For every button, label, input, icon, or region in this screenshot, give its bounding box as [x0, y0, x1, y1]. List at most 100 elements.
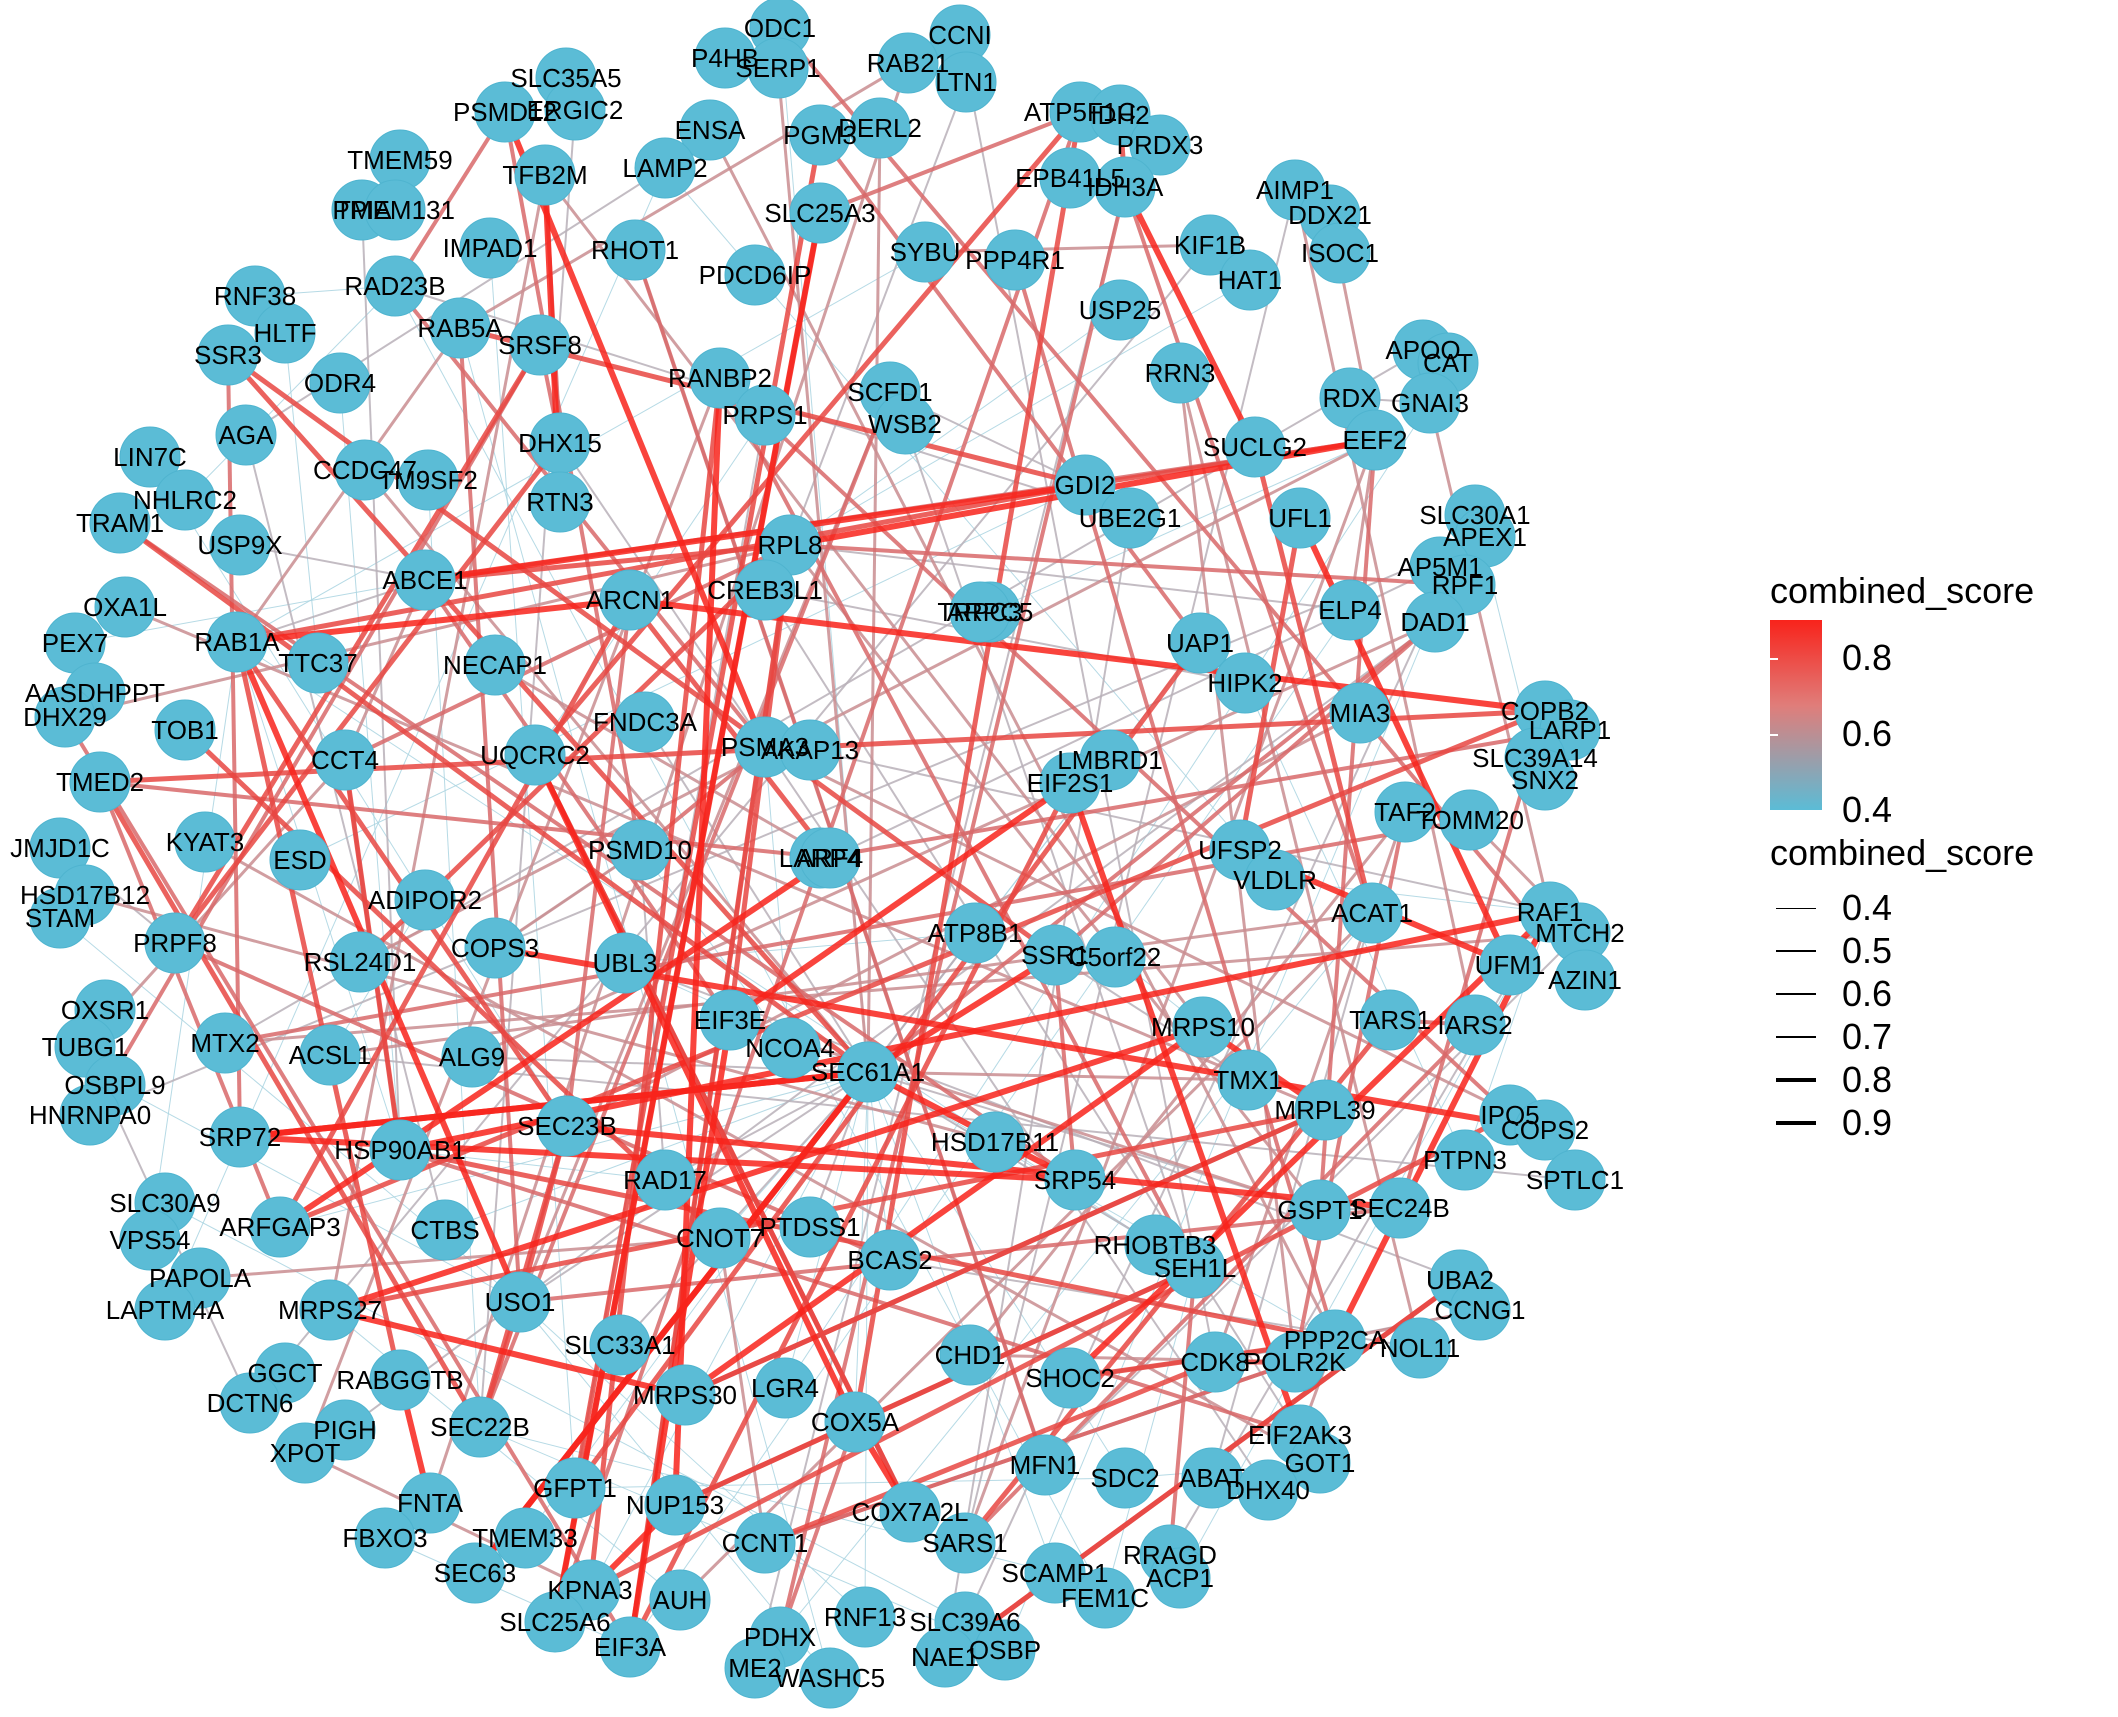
node-VLDLR: [1244, 849, 1306, 911]
node-label-WASHC5: WASHC5: [775, 1663, 885, 1693]
node-OXA1L: [94, 576, 156, 638]
node-AGA: [215, 404, 277, 466]
node-label-AUH: AUH: [653, 1585, 708, 1615]
node-label-AASDHPPT: AASDHPPT: [25, 678, 165, 708]
node-RHOT1: [604, 219, 666, 281]
node-label-RNF38: RNF38: [214, 281, 296, 311]
node-label-HLTF: HLTF: [253, 318, 316, 348]
node-TM9SF2: [397, 449, 459, 511]
node-label-RNF13: RNF13: [824, 1602, 906, 1632]
node-label-SEC24B: SEC24B: [1350, 1193, 1450, 1223]
node-label-CCNT1: CCNT1: [722, 1528, 809, 1558]
node-label-LAMP2: LAMP2: [622, 153, 707, 183]
node-label-MTX2: MTX2: [190, 1028, 259, 1058]
node-label-LIN7C: LIN7C: [113, 442, 187, 472]
node-label-SDC2: SDC2: [1090, 1463, 1159, 1493]
node-SEC22B: [449, 1396, 511, 1458]
node-ACP1: [1149, 1547, 1211, 1609]
node-TAF2: [1374, 781, 1436, 843]
color-tick-mark: [1770, 810, 1778, 812]
node-GDI2: [1054, 454, 1116, 516]
edge-FBXO3-EIF3A: [384, 1537, 631, 1648]
edge-ESD-GDI2: [299, 484, 1086, 861]
node-label-NUP153: NUP153: [626, 1490, 724, 1520]
node-SYBU: [894, 221, 956, 283]
node-UFM1: [1479, 934, 1541, 996]
node-label-LAPTM4A: LAPTM4A: [106, 1295, 225, 1325]
node-label-PPIA: PPIA: [332, 195, 392, 225]
edge-ARFGAP3-ARCN1: [277, 598, 633, 1229]
edge-NUP153-RANBP2: [672, 377, 723, 1506]
node-TARS1: [1359, 989, 1421, 1051]
node-label-TARS1: TARS1: [1349, 1005, 1431, 1035]
color-tick-label: 0.8: [1842, 637, 1893, 678]
node-IMPAD1: [459, 217, 521, 279]
node-label-HIPK2: HIPK2: [1207, 668, 1282, 698]
color-tick-label: 0.4: [1842, 789, 1893, 830]
edge-PSMA3-PSMD12: [502, 110, 768, 749]
node-TMX1: [1217, 1049, 1279, 1111]
edge-CCT4-RPL8: [344, 543, 791, 762]
node-label-CTBS: CTBS: [410, 1215, 479, 1245]
node-label-SEC63: SEC63: [434, 1558, 516, 1588]
width-legend-line: [1776, 992, 1816, 996]
node-label-LARP1: LARP1: [1529, 715, 1611, 745]
color-scale-bar: [1770, 620, 1822, 810]
node-PTDSS1: [779, 1196, 841, 1258]
node-IARS2: [1444, 994, 1506, 1056]
node-label-MIA3: MIA3: [1330, 698, 1391, 728]
node-label-CAT: CAT: [1423, 348, 1473, 378]
edge-DHX29-RPL8: [64, 543, 791, 719]
node-label-FEM1C: FEM1C: [1061, 1583, 1149, 1613]
edge-SLC39A6-SLC30A9: [164, 1202, 966, 1623]
node-label-PRPS1: PRPS1: [722, 400, 807, 430]
node-label-PAPOLA: PAPOLA: [149, 1263, 252, 1293]
color-legend-title: combined_score: [1770, 570, 2035, 611]
node-STAM: [29, 887, 91, 949]
node-label-COX7A2L: COX7A2L: [851, 1497, 968, 1527]
node-label-SPTLC1: SPTLC1: [1526, 1165, 1624, 1195]
node-label-SEC23B: SEC23B: [517, 1111, 617, 1141]
node-MIA3: [1329, 682, 1391, 744]
node-label-UAP1: UAP1: [1166, 628, 1234, 658]
node-SEH1L: [1164, 1237, 1226, 1299]
node-label-AZIN1: AZIN1: [1548, 965, 1622, 995]
node-AKAP13: [779, 719, 841, 781]
node-RAD17: [634, 1149, 696, 1211]
edge-TM9SF2-SEC22B: [427, 479, 481, 1428]
node-label-ACAT1: ACAT1: [1331, 898, 1413, 928]
node-label-RRAGD: RRAGD: [1123, 1540, 1217, 1570]
edge-OSBPL9-USO1: [114, 1084, 521, 1303]
width-legend-item: 0.9: [1770, 1101, 2070, 1145]
node-label-DERL2: DERL2: [838, 113, 922, 143]
node-label-CREB3L1: CREB3L1: [707, 575, 823, 605]
edge-COX5A-ATP5F1C: [852, 111, 1083, 1423]
edge-CTBS-AGA: [245, 434, 446, 1231]
node-label-SEC22B: SEC22B: [430, 1412, 530, 1442]
node-DERL2: [849, 97, 911, 159]
node-label-AKAP13: AKAP13: [761, 735, 859, 765]
node-label-IDH2: IDH2: [1090, 100, 1149, 130]
node-RABGGTB: [369, 1349, 431, 1411]
node-label-CCNI: CCNI: [928, 20, 992, 50]
node-GSPT1: [1289, 1179, 1351, 1241]
node-label-SLC39A6: SLC39A6: [909, 1607, 1020, 1637]
edge-PAPOLA-CNOT7: [199, 1236, 721, 1280]
node-label-TMEM33: TMEM33: [472, 1523, 577, 1553]
edge-SRP54-SSR1: [1053, 954, 1077, 1181]
node-label-UQCRC2: UQCRC2: [480, 740, 590, 770]
node-label-OSBP: OSBP: [969, 1635, 1041, 1665]
node-label-OSBPL9: OSBPL9: [64, 1070, 165, 1100]
node-label-FBXO3: FBXO3: [342, 1523, 427, 1553]
node-label-FNDC3A: FNDC3A: [593, 707, 698, 737]
node-USO1: [489, 1271, 551, 1333]
edge-KYAT3-GOT1: [204, 840, 1321, 1465]
node-label-SEC61A1: SEC61A1: [811, 1057, 925, 1087]
node-TMED2: [69, 751, 131, 813]
edge-RSL24D1-EEF2: [359, 438, 1376, 964]
edge-USP9X-ABCE1: [239, 544, 426, 581]
node-AUH: [649, 1569, 711, 1631]
edge-NAE1-UBE2G1: [944, 517, 1131, 1658]
